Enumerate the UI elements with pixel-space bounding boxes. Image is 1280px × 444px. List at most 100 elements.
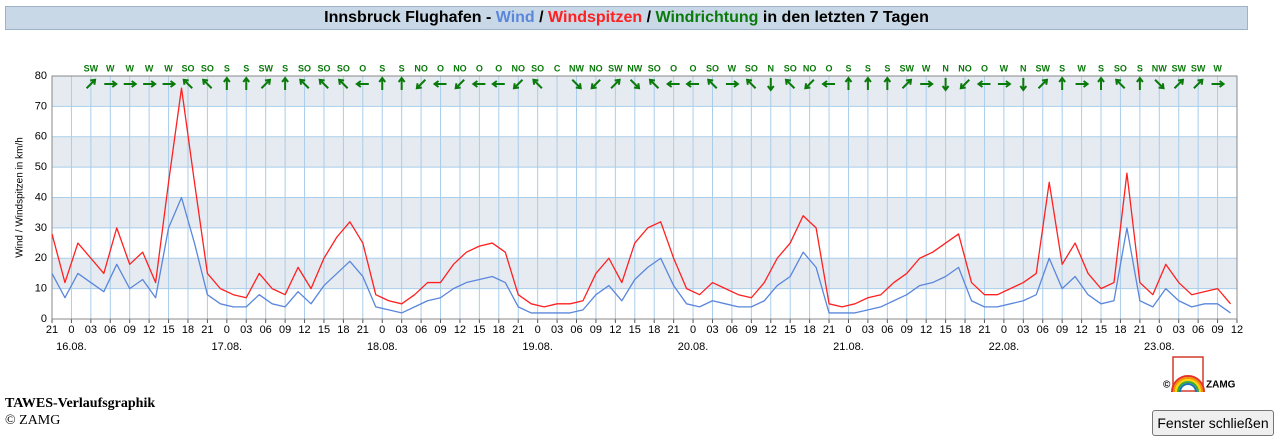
direction-arrow bbox=[1193, 78, 1204, 89]
x-tick-label: 21 bbox=[357, 324, 369, 336]
direction-label: SO bbox=[1114, 63, 1127, 73]
direction-arrow bbox=[1058, 76, 1066, 90]
direction-arrow bbox=[1037, 78, 1049, 89]
direction-label: W bbox=[164, 63, 173, 73]
direction-label: SW bbox=[608, 63, 623, 73]
direction-label: SO bbox=[298, 63, 311, 73]
direction-label: S bbox=[845, 63, 851, 73]
title-part: / bbox=[539, 9, 544, 26]
y-tick-label: 0 bbox=[41, 313, 47, 325]
x-tick-label: 03 bbox=[862, 324, 874, 336]
direction-arrow bbox=[432, 80, 447, 88]
close-button[interactable]: Fenster schließen bbox=[1152, 410, 1274, 436]
direction-label: SW bbox=[900, 63, 915, 73]
direction-arrow bbox=[959, 79, 970, 90]
direction-label: SO bbox=[648, 63, 661, 73]
x-tick-label: 09 bbox=[590, 324, 602, 336]
direction-arrow bbox=[976, 80, 991, 88]
direction-label: S bbox=[224, 63, 230, 73]
direction-label: NO bbox=[511, 63, 525, 73]
direction-label: SW bbox=[258, 63, 273, 73]
direction-arrow bbox=[471, 80, 486, 88]
x-tick-label: 18 bbox=[803, 324, 815, 336]
x-tick-label: 15 bbox=[473, 324, 485, 336]
direction-label: O bbox=[437, 63, 444, 73]
direction-label: W bbox=[1077, 63, 1086, 73]
direction-label: W bbox=[1213, 63, 1222, 73]
x-tick-label: 15 bbox=[162, 324, 174, 336]
date-label: 18.08. bbox=[367, 341, 398, 353]
x-tick-label: 09 bbox=[745, 324, 757, 336]
direction-label: SW bbox=[84, 63, 99, 73]
direction-label: O bbox=[495, 63, 502, 73]
direction-label: SO bbox=[784, 63, 797, 73]
direction-arrow bbox=[378, 76, 387, 90]
y-tick-label: 60 bbox=[35, 131, 47, 143]
direction-arrow bbox=[685, 80, 700, 88]
x-tick-label: 03 bbox=[85, 324, 97, 336]
x-tick-label: 09 bbox=[434, 324, 446, 336]
direction-label: NO bbox=[453, 63, 467, 73]
direction-arrow bbox=[162, 80, 177, 88]
direction-arrow bbox=[941, 78, 950, 92]
x-tick-label: 18 bbox=[1114, 324, 1126, 336]
direction-arrow bbox=[397, 76, 406, 90]
x-tick-label: 21 bbox=[201, 324, 213, 336]
direction-arrow bbox=[512, 79, 524, 90]
x-tick-label: 12 bbox=[765, 324, 777, 336]
x-tick-label: 06 bbox=[1192, 324, 1204, 336]
direction-arrow bbox=[648, 78, 660, 89]
date-label: 23.08. bbox=[1144, 341, 1175, 353]
title-gust: Windspitzen bbox=[548, 9, 643, 26]
x-tick-label: 15 bbox=[1095, 324, 1107, 336]
direction-arrow bbox=[629, 79, 641, 90]
direction-arrow bbox=[143, 80, 157, 88]
direction-arrow bbox=[1019, 78, 1028, 92]
x-tick-label: 0 bbox=[224, 324, 230, 336]
plot-frame bbox=[51, 75, 1238, 320]
direction-arrow bbox=[571, 79, 582, 90]
logo-arc bbox=[1177, 381, 1199, 393]
direction-arrow bbox=[883, 76, 892, 90]
x-tick-label: 09 bbox=[1211, 324, 1223, 336]
direction-label: S bbox=[282, 63, 288, 73]
x-tick-label: 0 bbox=[1001, 324, 1007, 336]
y-tick-label: 30 bbox=[35, 222, 47, 234]
direction-arrow bbox=[182, 78, 193, 89]
x-tick-label: 12 bbox=[298, 324, 310, 336]
x-tick-label: 0 bbox=[1156, 324, 1162, 336]
direction-label: SO bbox=[706, 63, 719, 73]
direction-arrow bbox=[242, 76, 251, 90]
x-tick-label: 15 bbox=[939, 324, 951, 336]
logo-arc bbox=[1175, 379, 1201, 393]
footer-copyright: © ZAMG bbox=[5, 413, 61, 428]
x-tick-label: 0 bbox=[379, 324, 385, 336]
x-tick-label: 03 bbox=[706, 324, 718, 336]
direction-label: NO bbox=[589, 63, 603, 73]
logo-arc bbox=[1179, 383, 1197, 393]
x-tick-label: 06 bbox=[726, 324, 738, 336]
direction-label: NW bbox=[1152, 63, 1167, 73]
x-tick-label: 09 bbox=[901, 324, 913, 336]
title-part: / bbox=[646, 9, 652, 26]
direction-arrow bbox=[318, 78, 329, 89]
direction-arrow bbox=[864, 76, 872, 90]
logo-copyright: © bbox=[1163, 380, 1171, 391]
grid-band bbox=[52, 136, 1237, 168]
direction-label: NO bbox=[803, 63, 817, 73]
date-label: 17.08. bbox=[212, 341, 243, 353]
grid-band bbox=[52, 197, 1237, 228]
title-part: Innsbruck Flughafen - bbox=[324, 9, 492, 26]
direction-label: N bbox=[768, 63, 775, 73]
direction-label: O bbox=[359, 63, 366, 73]
x-tick-label: 06 bbox=[570, 324, 582, 336]
x-tick-label: 12 bbox=[609, 324, 621, 336]
direction-arrow bbox=[1097, 76, 1105, 90]
y-axis-label: Wind / Windspitzen in km/h bbox=[15, 137, 26, 258]
direction-label: S bbox=[1098, 63, 1104, 73]
x-tick-label: 12 bbox=[1075, 324, 1087, 336]
chart: 21 0 03 06 09 12 15 18 21 0 03 06 09 12 15 18 21 0 03 06 09 1… bbox=[14, 63, 1244, 393]
date-label: 22.08. bbox=[989, 341, 1020, 353]
direction-arrow bbox=[804, 79, 815, 90]
direction-arrow bbox=[590, 79, 601, 90]
